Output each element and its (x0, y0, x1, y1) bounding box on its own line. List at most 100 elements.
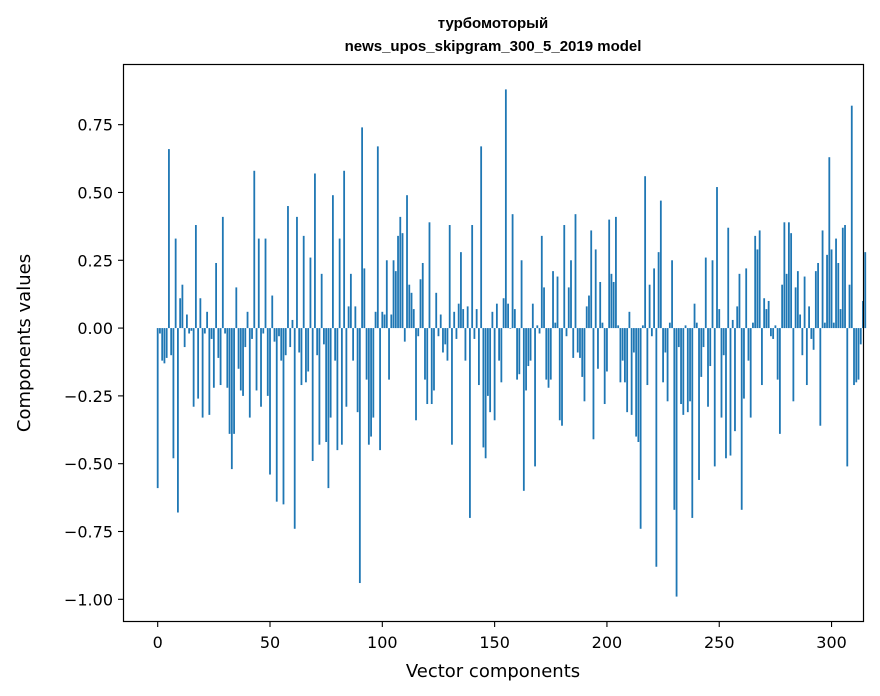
bar (538, 328, 541, 334)
bar (808, 306, 810, 329)
bar (248, 328, 251, 418)
bar (727, 227, 730, 329)
bar (603, 328, 606, 405)
bar (796, 271, 799, 329)
bar (698, 328, 700, 480)
bar (783, 222, 786, 329)
bar (172, 328, 175, 459)
bar (628, 311, 631, 329)
bar (383, 314, 386, 329)
bar (695, 322, 698, 329)
bar (356, 328, 359, 413)
bar (316, 328, 319, 356)
bar (273, 328, 276, 342)
bar (536, 325, 539, 329)
bar (340, 328, 343, 445)
bar (857, 328, 860, 380)
bar (673, 328, 676, 510)
bar (581, 328, 584, 377)
bar (659, 200, 662, 329)
bar (527, 328, 530, 367)
x-tick-label: 250 (704, 633, 735, 652)
bar (554, 322, 557, 329)
bar (215, 262, 217, 329)
y-tick-label: 0.00 (77, 319, 113, 338)
bar (610, 273, 613, 329)
bar (399, 216, 402, 329)
bar (592, 328, 595, 440)
bar (246, 311, 249, 329)
bar (574, 214, 577, 329)
bar (208, 328, 211, 415)
bar (722, 328, 725, 356)
bar (376, 146, 379, 329)
bar (280, 328, 283, 361)
plot-frame (122, 63, 865, 623)
bar (855, 328, 858, 383)
bar (821, 230, 824, 329)
x-tick-label: 150 (479, 633, 510, 652)
bar (682, 328, 685, 415)
bar (327, 328, 330, 489)
y-tick-label: 0.50 (77, 183, 113, 202)
bar (693, 303, 696, 329)
x-tick-label: 200 (592, 633, 623, 652)
bar (381, 311, 384, 329)
bar (552, 271, 554, 329)
bar (430, 328, 433, 405)
bar (206, 311, 209, 329)
bar (828, 157, 831, 329)
bar (457, 303, 460, 329)
bar (388, 328, 390, 380)
bar (522, 328, 525, 491)
bar (534, 328, 536, 467)
bar (644, 176, 647, 329)
bar (435, 292, 438, 329)
bar (814, 271, 817, 329)
bar (680, 328, 682, 405)
bar (650, 328, 653, 337)
bar (397, 235, 399, 329)
bar (475, 309, 478, 329)
bar (792, 328, 795, 402)
bar (567, 287, 570, 329)
bar (419, 279, 422, 329)
bar (334, 328, 337, 361)
bar (617, 325, 620, 329)
bar (841, 227, 844, 329)
bar (194, 225, 197, 329)
x-axis-label: Vector components (406, 661, 580, 682)
bar (859, 328, 862, 345)
bar (237, 328, 240, 369)
bar (345, 328, 348, 407)
bar (332, 195, 334, 329)
bar (635, 328, 638, 437)
bar (590, 230, 593, 329)
bar (664, 328, 667, 353)
bar (549, 328, 552, 380)
bar (343, 170, 346, 329)
bar (379, 328, 381, 451)
bar (579, 328, 581, 358)
bar (361, 127, 363, 329)
bar (278, 328, 280, 337)
bar (352, 328, 355, 361)
bar (336, 328, 339, 451)
bar (763, 298, 766, 329)
bar (583, 328, 586, 402)
bar (781, 284, 784, 329)
bar (668, 322, 671, 329)
bar (159, 328, 161, 334)
bar (502, 298, 505, 329)
bar (747, 328, 750, 361)
bar (401, 233, 404, 329)
bar (787, 222, 790, 329)
bar (500, 328, 503, 383)
y-axis-label: Components values (14, 254, 35, 432)
bar (226, 328, 229, 388)
bar (713, 328, 716, 467)
bar (244, 328, 247, 348)
x-axis-ticks: 0 50 100 150 200 250 300 (153, 621, 847, 652)
bar (606, 328, 608, 372)
bar (830, 249, 833, 329)
